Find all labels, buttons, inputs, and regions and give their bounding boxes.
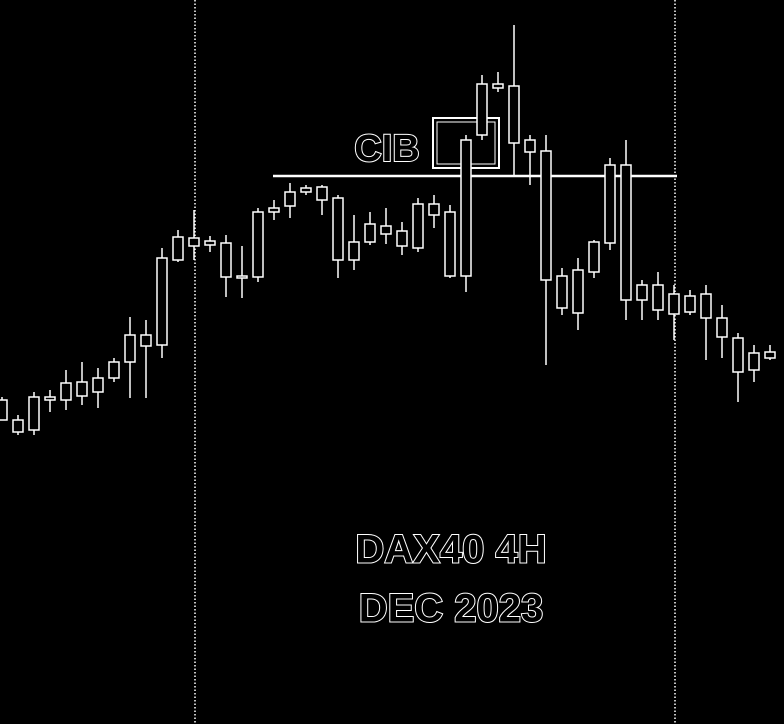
chart-subtitle: DEC 2023 xyxy=(359,587,544,631)
candle-body xyxy=(284,191,296,207)
candle-body xyxy=(348,241,360,261)
candle-body xyxy=(412,203,424,249)
candle-body xyxy=(508,85,520,144)
candle-body xyxy=(140,334,152,347)
candle-body xyxy=(12,419,24,433)
candle-body xyxy=(748,352,760,371)
candle-body xyxy=(0,399,8,421)
chart-title: DAX40 4H xyxy=(355,528,546,572)
candle-body xyxy=(268,207,280,213)
cib-label: CIB xyxy=(354,128,419,170)
candle-body xyxy=(732,337,744,373)
candle-body xyxy=(204,240,216,246)
candle-body xyxy=(236,275,248,279)
candle-body xyxy=(684,295,696,313)
candle-body xyxy=(60,382,72,401)
candle-body xyxy=(364,223,376,243)
candle-body xyxy=(28,396,40,431)
candle-body xyxy=(44,396,56,401)
candle-body xyxy=(300,187,312,193)
candle-body xyxy=(156,257,168,346)
candle-body xyxy=(540,150,552,281)
candle-body xyxy=(764,351,776,359)
candle-body xyxy=(620,164,632,301)
candle-body xyxy=(108,361,120,379)
candle-body xyxy=(188,237,200,247)
candle-body xyxy=(476,83,488,136)
candle-body xyxy=(556,275,568,309)
candle-body xyxy=(460,139,472,277)
candle-body xyxy=(332,197,344,261)
candle-body xyxy=(588,241,600,273)
candle-body xyxy=(316,186,328,201)
candle-body xyxy=(668,293,680,315)
candle-body xyxy=(716,317,728,338)
candle-body xyxy=(604,164,616,244)
candle-body xyxy=(492,83,504,89)
candle-body xyxy=(76,381,88,397)
candle-body xyxy=(428,203,440,216)
candle-body xyxy=(700,293,712,319)
candle-body xyxy=(380,225,392,235)
candle-body xyxy=(252,211,264,278)
candle-body xyxy=(652,284,664,311)
candle-body xyxy=(524,139,536,153)
candle-body xyxy=(172,236,184,261)
candle-body xyxy=(220,242,232,278)
candle-body xyxy=(572,269,584,314)
candle-body xyxy=(444,211,456,277)
candle-body xyxy=(396,230,408,247)
candle-body xyxy=(124,334,136,363)
candle-body xyxy=(636,284,648,301)
candle-body xyxy=(92,377,104,393)
